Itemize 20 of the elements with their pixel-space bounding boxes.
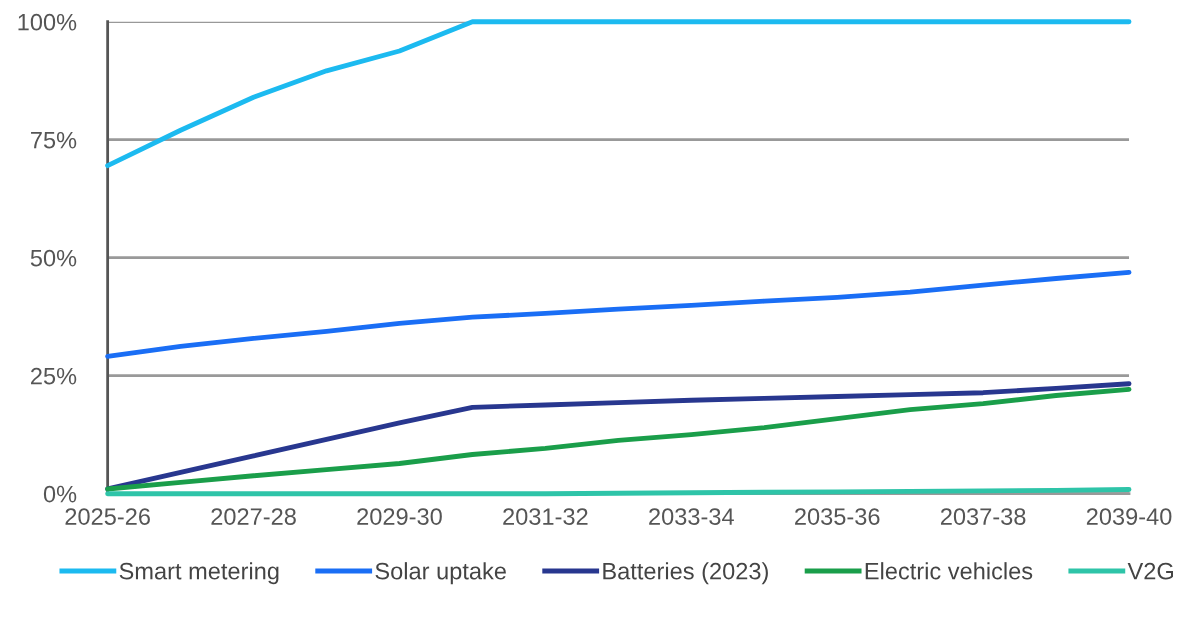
x-tick-label: 2033-34 [649, 508, 734, 525]
x-tick-label: 2031-32 [503, 508, 588, 525]
x-tick-label: 2027-28 [211, 508, 296, 525]
x-tick-label: 2025-26 [65, 508, 150, 525]
x-tick-label: 2037-38 [940, 508, 1026, 525]
x-tick-label: 2039-40 [1086, 508, 1172, 525]
y-tick-label: 100% [18, 13, 77, 31]
y-tick-label: 75% [31, 131, 77, 149]
legend-label: Solar uptake [375, 562, 506, 585]
line-series [105, 19, 1132, 169]
y-tick-label: 0% [43, 485, 77, 503]
y-tick-label: 50% [30, 249, 77, 267]
x-tick-label: 2035-36 [795, 508, 880, 525]
y-tick-label: 25% [31, 367, 77, 385]
legend-label: Batteries (2023) [603, 562, 768, 585]
x-tick-label: 2029-30 [357, 508, 442, 525]
legend-label: Electric vehicles [865, 562, 1033, 580]
legend-label: V2G [1127, 562, 1173, 580]
legend-label: Smart metering [119, 562, 279, 585]
line-series [105, 269, 1132, 359]
